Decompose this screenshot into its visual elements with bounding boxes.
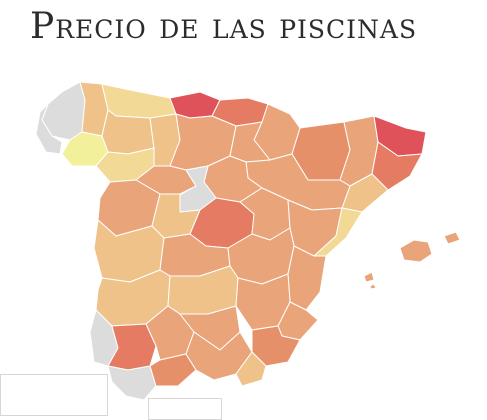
region-asturias[interactable] (101, 83, 177, 119)
page-title: Precio de las piscinas (30, 6, 418, 47)
legend-box (148, 398, 222, 420)
region-mallorca[interactable] (399, 239, 433, 263)
region-valencia[interactable] (287, 245, 327, 311)
map-inset-box (0, 374, 108, 416)
region-formentera[interactable] (369, 283, 377, 290)
choropleth-map (0, 70, 487, 407)
region-menorca[interactable] (443, 231, 461, 245)
region-cadiz[interactable] (107, 365, 157, 401)
region-almeria[interactable] (235, 351, 267, 387)
spain-map-svg (35, 81, 461, 401)
region-galicia-coast[interactable] (35, 103, 63, 155)
region-ibiza[interactable] (363, 271, 375, 283)
